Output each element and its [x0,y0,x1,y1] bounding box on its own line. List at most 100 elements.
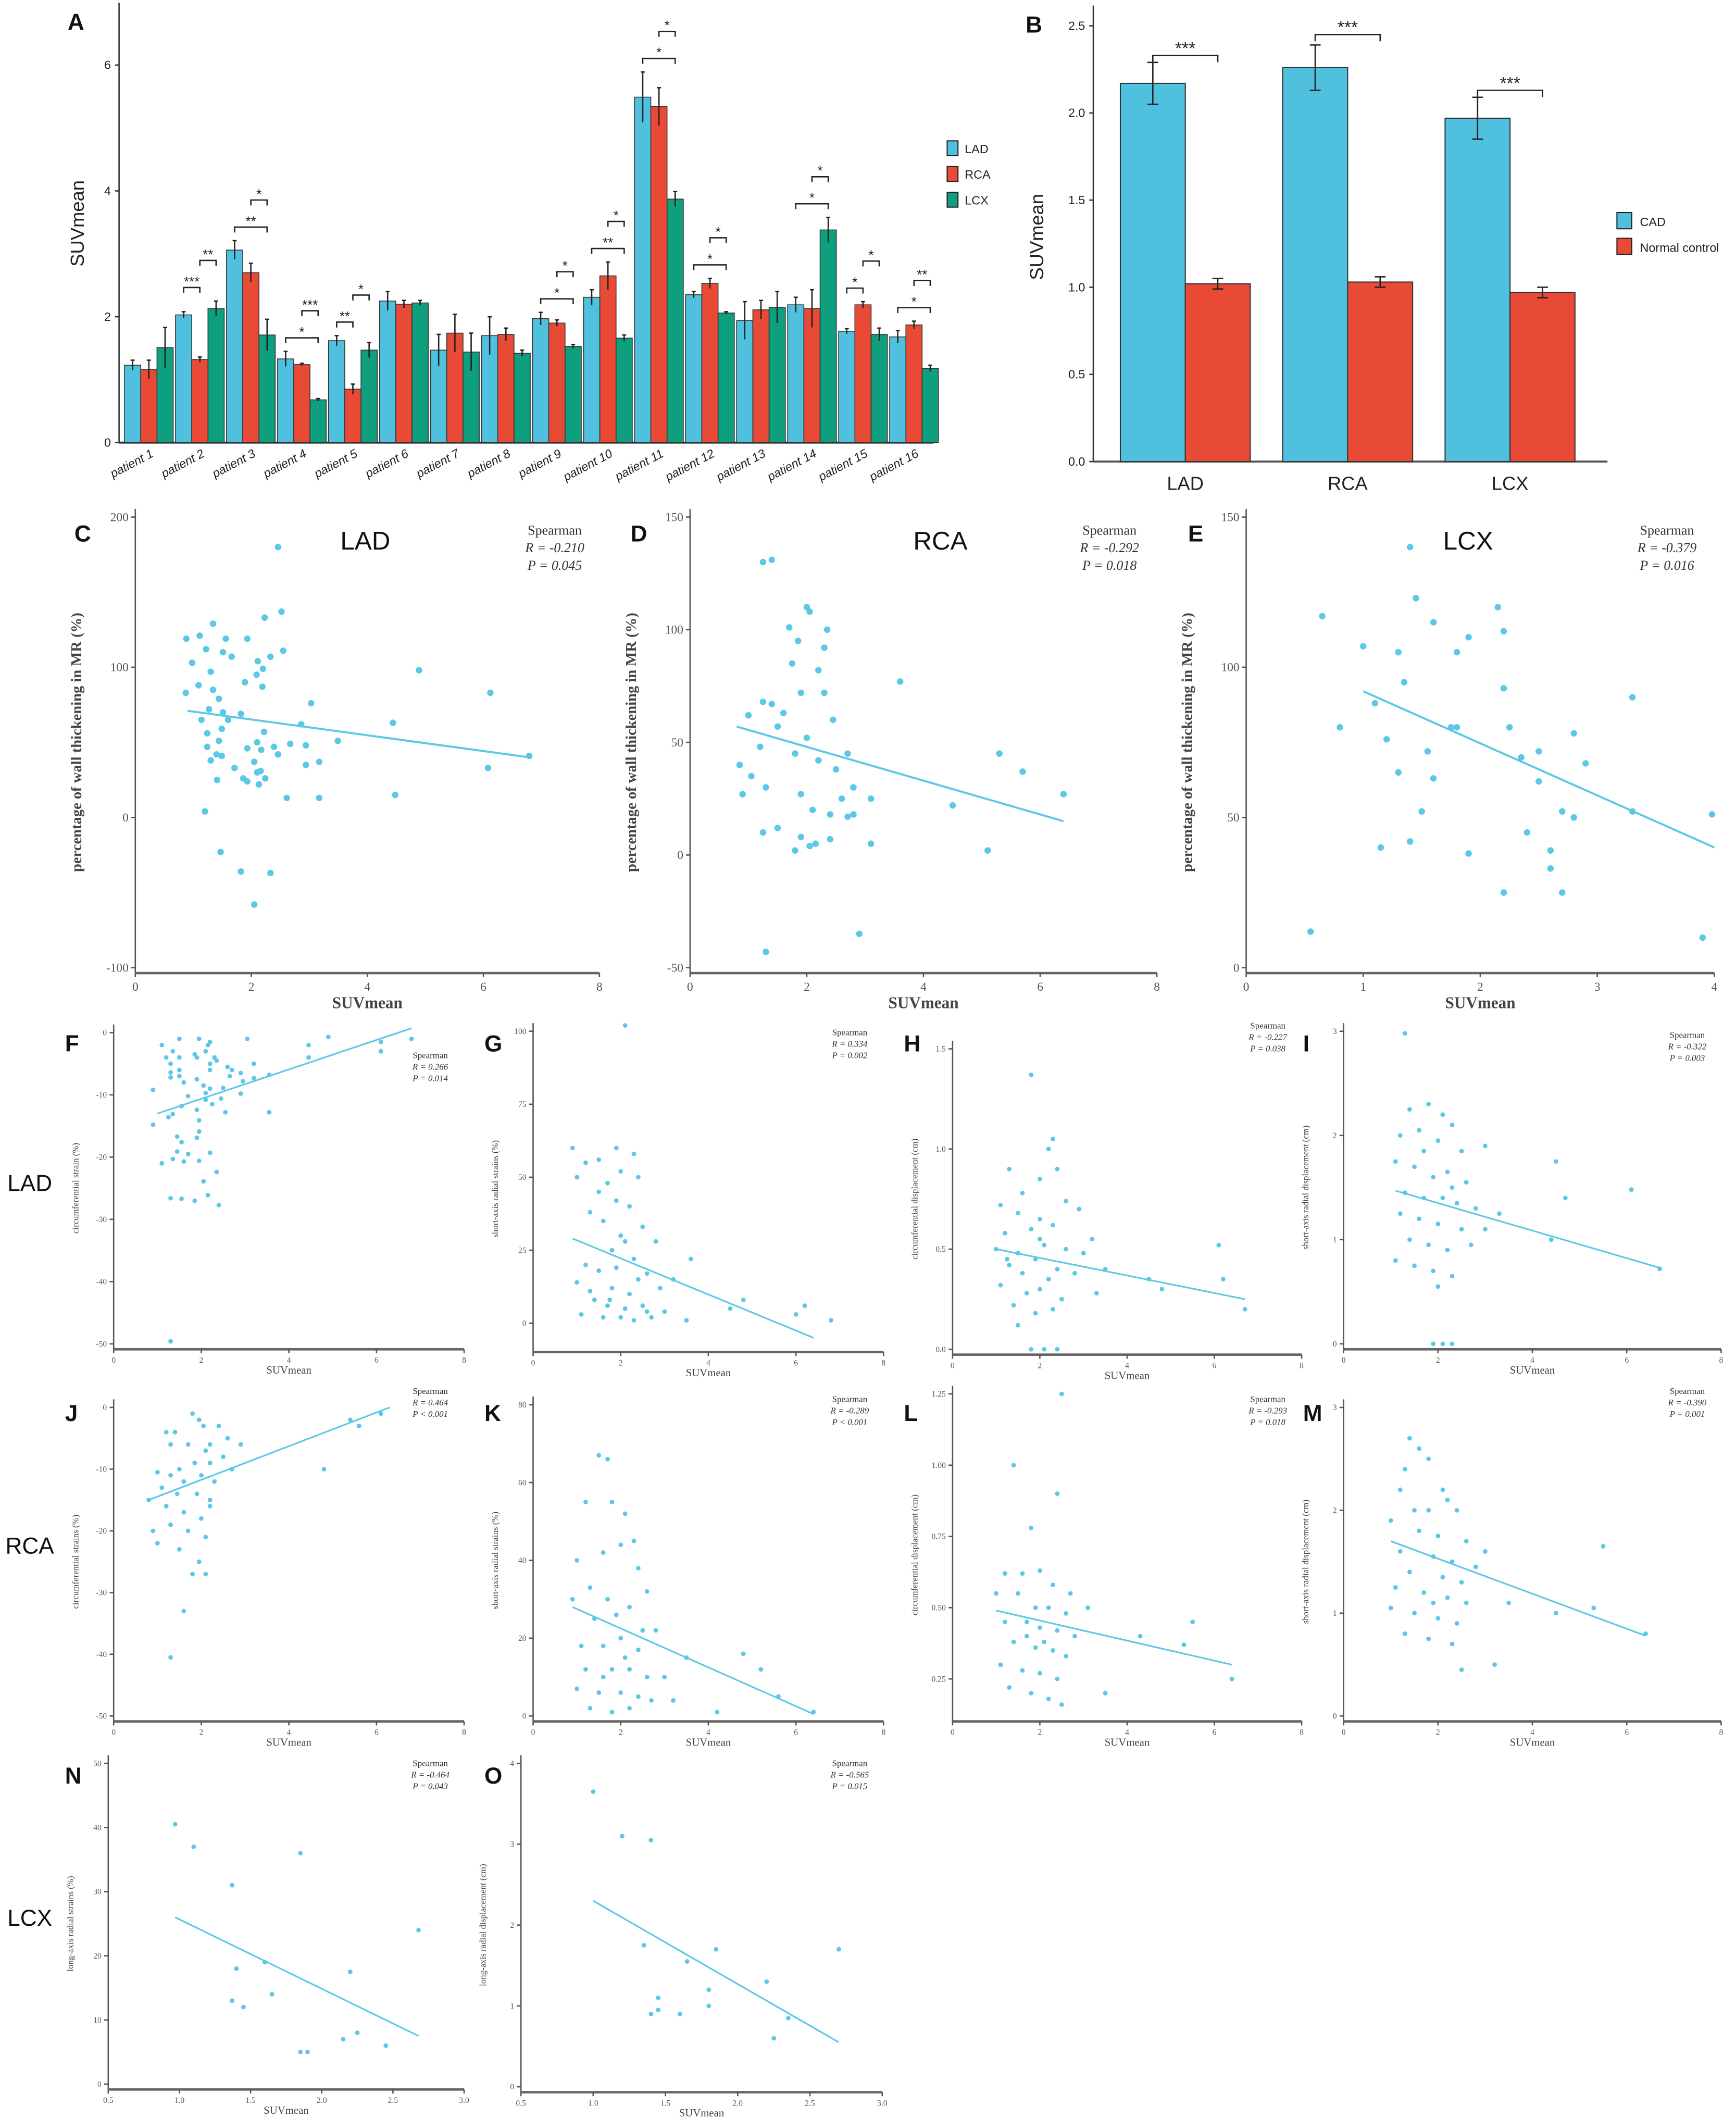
data-point [1402,1190,1407,1195]
x-tick-label: 8 [1300,1728,1304,1737]
data-point [174,1134,180,1139]
data-point [1090,1237,1095,1242]
data-point [261,614,268,621]
data-point [607,1297,613,1302]
data-point [832,766,840,773]
data-point [383,2043,389,2048]
y-tick-label: -50 [96,1340,107,1349]
data-point [1445,1169,1450,1175]
stats-method: Spearman [1670,1030,1705,1040]
data-point [258,746,265,753]
bar-normal-control [1347,281,1414,463]
data-point [596,1453,602,1458]
data-point [1570,730,1578,737]
bar-rca [344,389,361,443]
x-tick-label: 1.5 [245,2096,256,2105]
x-tick-label: 6 [1037,980,1043,994]
legend-label: LCX [965,193,989,207]
data-point [656,1995,661,2000]
y-tick-label: 10 [93,2016,102,2025]
data-point [229,1466,234,1472]
data-point [1435,1222,1441,1227]
x-tick-label: patient 9 [516,446,564,481]
data-point [635,1566,641,1571]
x-tick-label: 2 [1038,1728,1042,1737]
data-point [640,1224,645,1229]
x-tick-label: 0.5 [103,2096,114,2105]
data-point [170,1112,176,1117]
x-tick-label: 0 [951,1362,955,1371]
data-point [177,1074,182,1079]
data-point [341,2037,346,2042]
y-tick-label: 2.5 [1068,19,1085,32]
y-tick-label: 0.0 [1068,455,1085,468]
data-point [194,1077,199,1082]
data-point [1024,1619,1029,1625]
data-point [191,1844,196,1849]
legend-label: CAD [1640,215,1666,229]
stats-r: R = -0.565 [830,1770,869,1779]
data-point [225,1436,230,1441]
data-point [1447,724,1455,731]
data-point [768,556,775,563]
data-point [1547,865,1554,872]
significance-bracket [199,259,217,266]
y-tick-label: -50 [667,961,683,975]
data-point [850,811,857,818]
data-point [823,626,831,633]
data-point [596,1189,602,1194]
data-point [803,734,810,741]
legend-label: LAD [965,142,988,156]
x-tick-label: patient 14 [765,446,819,484]
data-point [267,653,274,660]
data-point [1094,1291,1099,1295]
data-point [1395,769,1402,776]
y-tick-label: 4 [104,184,111,197]
data-point [201,1424,206,1428]
data-point [1421,1195,1427,1201]
x-tick-label: 1.5 [660,2099,671,2108]
data-point [269,1992,274,1997]
data-point [644,1589,650,1594]
data-point [588,1585,593,1590]
data-point [583,1667,588,1672]
data-point [1459,1149,1464,1154]
data-point [1016,1591,1020,1596]
data-point [622,1511,628,1516]
data-point [1453,724,1460,731]
data-point [614,1145,619,1151]
significance-bracket [658,30,676,37]
stats-method: Spearman [413,1386,448,1396]
y-axis-label: short-axis radial strains (%) [490,1140,500,1238]
data-point [168,1061,173,1066]
y-tick-label: 0 [122,811,129,825]
bar-lcx [309,399,327,443]
data-point [1406,544,1414,551]
stats-p: P = 0.001 [1669,1409,1705,1419]
legend-label: RCA [965,168,991,181]
significance-label: *** [302,297,318,313]
data-point [1426,1456,1431,1462]
significance-label: * [665,18,670,33]
data-point [618,1542,623,1548]
significance-bracket [1477,90,1543,97]
data-point [203,1097,208,1102]
row-label: LAD [7,1170,52,1196]
data-point [1055,1347,1060,1352]
bar-rca [395,304,413,443]
panel-label-M: M [1303,1401,1322,1426]
data-point [159,1161,165,1166]
y-tick-label: 3 [1333,1403,1337,1412]
data-point [1629,808,1636,815]
significance-label: ** [203,246,213,262]
data-point [177,1466,182,1472]
data-point [254,658,261,665]
bar-lcx [768,307,786,443]
y-tick-label: 100 [665,624,683,637]
data-point [671,1277,676,1282]
x-tick-label: LAD [1167,473,1204,494]
data-point [614,1265,619,1270]
data-point [238,868,244,875]
data-point [1038,1287,1042,1292]
data-point [715,1710,720,1715]
